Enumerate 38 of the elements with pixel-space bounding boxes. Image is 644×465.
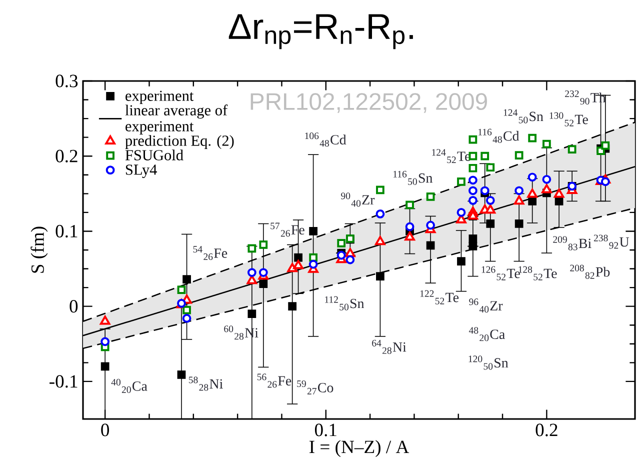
y-tick-label: 0.3	[56, 74, 78, 88]
annotation: 209$_{83}$Bi	[553, 236, 592, 250]
x-tick-label: 0.1	[314, 424, 336, 436]
y-tick-label: 0	[70, 300, 78, 313]
annotation: 106$_{48}$Cd	[305, 132, 346, 147]
annotation: 40$_{20}$Ca	[111, 378, 148, 393]
legend-label: SLy4	[126, 164, 157, 178]
annotation: 56$_{26}$Fe	[257, 374, 292, 388]
y-tick-label: -0.1	[50, 375, 78, 388]
annotation: 54$_{26}$Fe	[193, 246, 228, 260]
annotation: 96$_{40}$Zr	[469, 298, 503, 313]
annotation: 122$_{52}$Te	[420, 290, 459, 304]
annotation: 90$_{40}$Zr	[341, 192, 375, 207]
annotation: 64$_{28}$Ni	[372, 340, 406, 354]
y-axis-title: S (fm)	[30, 226, 48, 273]
x-tick-label: 0	[101, 424, 110, 436]
annotation: 130$_{52}$Te	[550, 112, 588, 126]
legend-label: prediction Eq. (2)	[125, 135, 234, 149]
annotation: 126$_{52}$Te	[482, 266, 520, 280]
annotation: 48$_{20}$Ca	[468, 327, 505, 342]
annotation: 124$_{50}$Sn	[504, 109, 544, 124]
y-tick-label: 0.2	[56, 150, 78, 162]
annotation: 128$_{52}$Te	[518, 266, 557, 280]
annotation: 112$_{50}$Sn	[325, 296, 364, 310]
x-axis-title: I = (N–Z) / A	[309, 440, 410, 457]
annotation: 116$_{48}$Cd	[478, 128, 520, 143]
annotation: 208$_{82}$Pb	[570, 264, 610, 279]
annotation: 120$_{50}$Sn	[468, 356, 508, 370]
x-tick-label: 0.2	[536, 424, 558, 436]
chart-title: Δr$_{np}$=R$_{n}$-R$_{p}$.	[228, 14, 413, 50]
y-tick-label: 0.1	[56, 224, 78, 238]
annotation: 116$_{50}$Sn	[393, 170, 432, 185]
annotation: 58$_{28}$Ni	[188, 376, 223, 391]
legend-label: experiment	[126, 90, 194, 104]
annotation: 59$_{27}$Co	[297, 380, 334, 394]
annotation: PRL102,122502, 2009	[250, 93, 487, 113]
legend-label: FSUGold	[125, 150, 184, 160]
annotation: 238$_{92}$U	[594, 234, 630, 249]
